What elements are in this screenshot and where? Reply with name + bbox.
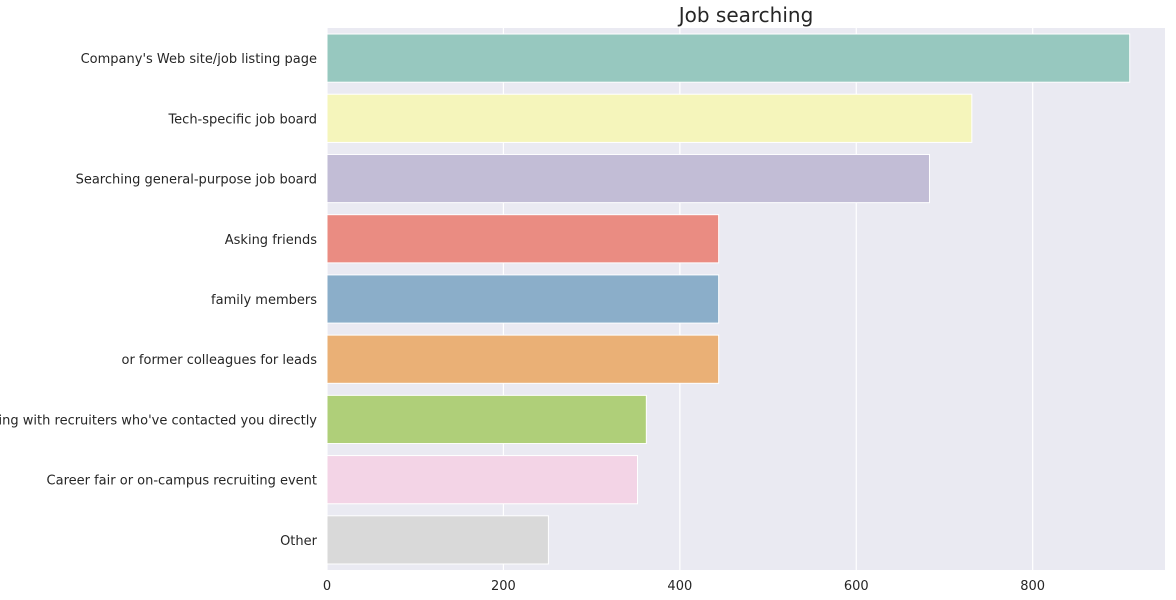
bar <box>326 274 720 324</box>
category-labels: Company's Web site/job listing page Tech-… <box>0 52 318 549</box>
bar-layer <box>326 33 1131 565</box>
category-label: or former colleagues for leads <box>121 353 317 368</box>
bar <box>326 515 549 565</box>
x-tick-label: 200 <box>491 579 516 594</box>
category-label: Asking friends <box>225 233 317 248</box>
bar <box>326 93 973 143</box>
bar <box>326 214 720 264</box>
x-tick-label: 400 <box>667 579 692 594</box>
chart-title: Job searching <box>677 3 814 27</box>
x-tick-label: 600 <box>844 579 869 594</box>
category-label: Searching general-purpose job board <box>76 173 317 188</box>
category-label: Tech-specific job board <box>167 112 317 127</box>
x-tick-label: 800 <box>1020 579 1045 594</box>
bar <box>326 455 639 505</box>
bar <box>326 33 1131 83</box>
category-label: Company's Web site/job listing page <box>81 52 317 67</box>
category-label: Other <box>280 534 318 549</box>
bar <box>326 334 720 384</box>
category-label: family members <box>211 293 317 308</box>
x-tick-labels: 0 200 400 600 800 <box>323 579 1045 594</box>
x-tick-label: 0 <box>323 579 331 594</box>
category-label: Career fair or on-campus recruiting even… <box>47 474 317 489</box>
bar <box>326 394 647 445</box>
bar <box>326 153 930 204</box>
category-label: Meeting with recruiters who've contacted… <box>0 413 317 428</box>
